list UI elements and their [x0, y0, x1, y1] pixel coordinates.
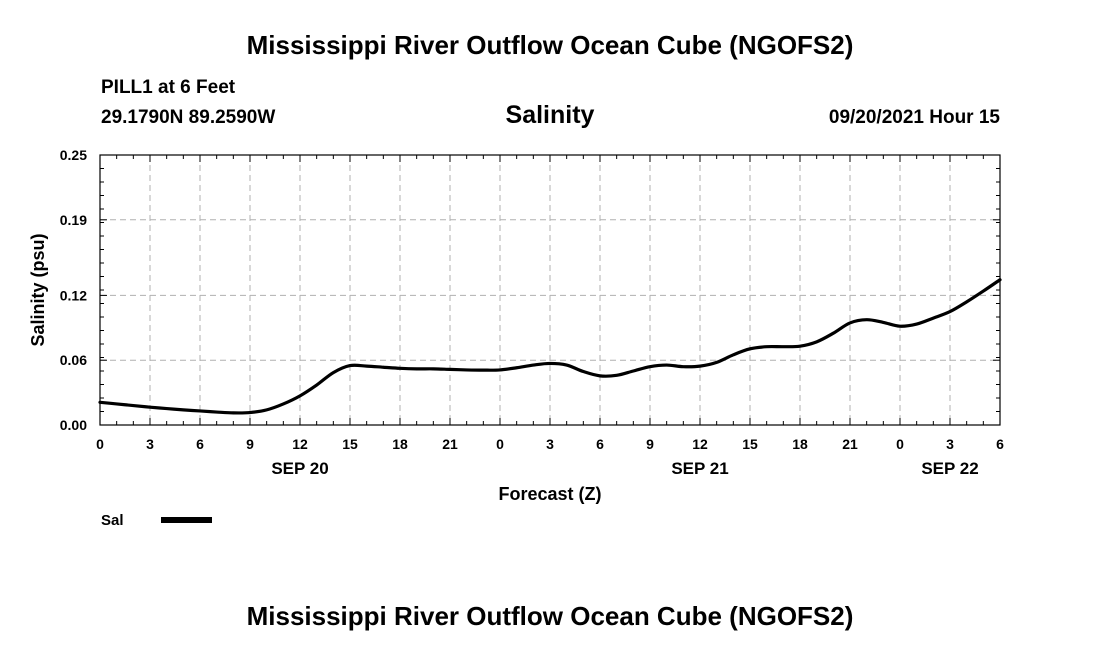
x-tick-label: 6 — [196, 436, 204, 452]
x-tick-label: 9 — [246, 436, 254, 452]
date-label: SEP 21 — [671, 459, 728, 478]
axis-ticks — [99, 154, 1001, 426]
y-tick-label: 0.19 — [60, 212, 87, 228]
y-tick-label: 0.00 — [60, 417, 87, 433]
x-tick-label: 15 — [342, 436, 358, 452]
x-tick-label: 12 — [292, 436, 308, 452]
x-tick-label: 3 — [146, 436, 154, 452]
x-tick-label: 21 — [842, 436, 858, 452]
x-tick-label: 18 — [392, 436, 408, 452]
x-tick-label: 18 — [792, 436, 808, 452]
x-tick-label: 0 — [896, 436, 904, 452]
y-tick-labels: 0.00 0.06 0.12 0.19 0.25 — [60, 147, 87, 433]
x-tick-label: 3 — [946, 436, 954, 452]
x-tick-label: 3 — [546, 436, 554, 452]
footer-title: Mississippi River Outflow Ocean Cube (NG… — [246, 601, 854, 631]
chart-title: Mississippi River Outflow Ocean Cube (NG… — [246, 30, 854, 60]
date-label: SEP 22 — [921, 459, 978, 478]
x-tick-label: 9 — [646, 436, 654, 452]
x-tick-label: 12 — [692, 436, 708, 452]
series-line-sal — [98, 278, 1002, 415]
station-label: PILL1 at 6 Feet — [101, 77, 236, 98]
y-tick-label: 0.06 — [60, 352, 87, 368]
grid-lines — [100, 155, 1000, 425]
date-labels: SEP 20 SEP 21 SEP 22 — [271, 459, 978, 478]
x-axis-title: Forecast (Z) — [498, 484, 601, 504]
y-tick-label: 0.25 — [60, 147, 87, 163]
x-tick-labels: 0 3 6 9 12 15 18 21 0 3 6 9 12 15 18 21 0 3 6 — [96, 436, 1004, 452]
x-tick-label: 6 — [596, 436, 604, 452]
x-tick-label: 21 — [442, 436, 458, 452]
date-label: SEP 20 — [271, 459, 328, 478]
x-tick-label: 0 — [496, 436, 504, 452]
datetime-label: 09/20/2021 Hour 15 — [828, 107, 1000, 128]
x-tick-label: 15 — [742, 436, 758, 452]
plot-frame — [99, 154, 1001, 426]
legend-label: Sal — [101, 512, 124, 529]
y-tick-label: 0.12 — [60, 287, 87, 303]
y-axis-title: Salinity (psu) — [28, 233, 48, 346]
x-tick-label: 6 — [996, 436, 1004, 452]
location-label: 29.1790N 89.2590W — [101, 107, 276, 128]
x-tick-label: 0 — [96, 436, 104, 452]
variable-label: Salinity — [505, 101, 595, 129]
